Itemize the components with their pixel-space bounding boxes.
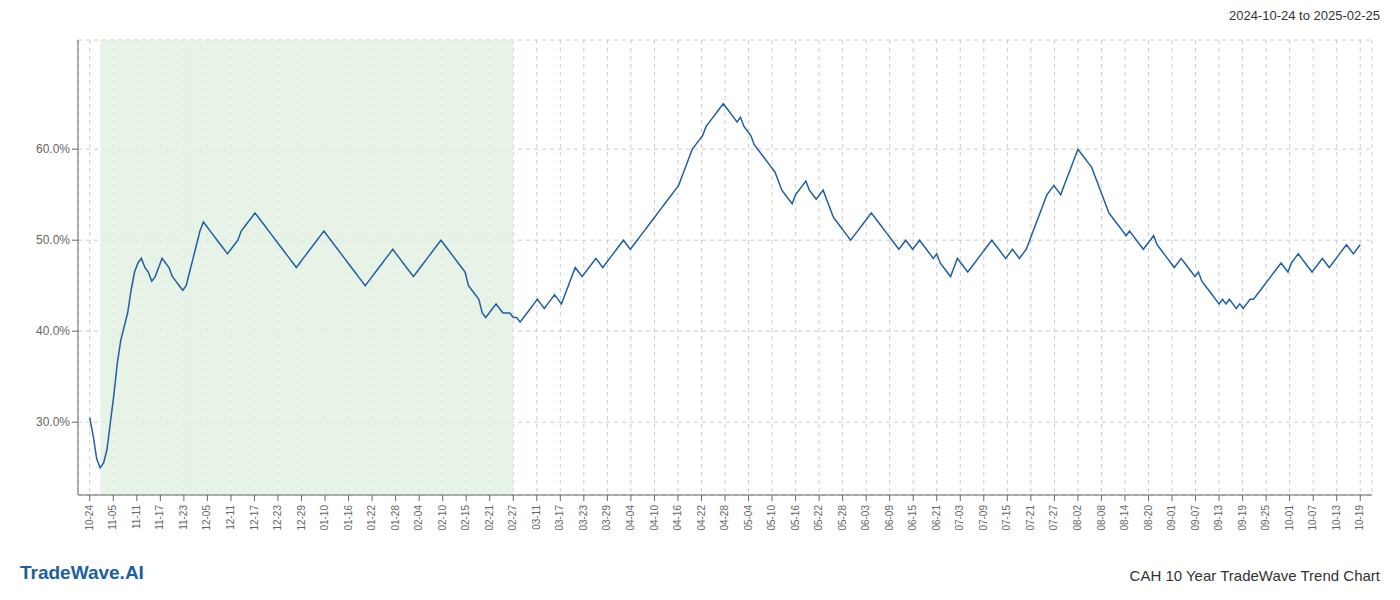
svg-text:12-05: 12-05	[202, 505, 213, 531]
svg-text:04-04: 04-04	[625, 505, 636, 531]
svg-text:11-05: 11-05	[107, 505, 118, 530]
svg-text:05-10: 05-10	[766, 505, 777, 531]
svg-text:01-10: 01-10	[319, 505, 330, 531]
svg-text:08-20: 08-20	[1143, 505, 1154, 531]
svg-text:09-07: 09-07	[1190, 505, 1201, 531]
svg-text:06-15: 06-15	[907, 505, 918, 531]
svg-text:02-21: 02-21	[484, 505, 495, 531]
svg-text:01-22: 01-22	[366, 505, 377, 531]
svg-text:06-03: 06-03	[860, 505, 871, 531]
svg-text:11-17: 11-17	[154, 505, 165, 530]
svg-text:08-14: 08-14	[1119, 505, 1130, 531]
svg-text:50.0%: 50.0%	[36, 233, 70, 247]
svg-text:04-16: 04-16	[672, 505, 683, 531]
svg-text:12-29: 12-29	[296, 505, 307, 531]
html-text:CAH 10 Year TradeWave Trend Ch: CAH 10 Year TradeWave Trend Chart	[1129, 567, 1380, 584]
svg-text:03-11: 03-11	[531, 505, 542, 530]
svg-text:09-01: 09-01	[1166, 505, 1177, 531]
svg-text:02-27: 02-27	[507, 505, 518, 531]
svg-text:05-28: 05-28	[837, 505, 848, 531]
svg-text:03-29: 03-29	[601, 505, 612, 531]
svg-text:07-27: 07-27	[1048, 505, 1059, 531]
svg-text:02-15: 02-15	[460, 505, 471, 531]
svg-text:12-23: 12-23	[272, 505, 283, 531]
svg-text:04-28: 04-28	[719, 505, 730, 531]
svg-text:06-09: 06-09	[884, 505, 895, 531]
svg-text:07-03: 07-03	[954, 505, 965, 531]
svg-text:07-15: 07-15	[1001, 505, 1012, 531]
svg-text:11-11: 11-11	[131, 505, 142, 530]
svg-text:10-13: 10-13	[1331, 505, 1342, 531]
svg-text:12-17: 12-17	[249, 505, 260, 531]
svg-text:09-19: 09-19	[1237, 505, 1248, 531]
svg-text:08-02: 08-02	[1072, 505, 1083, 531]
svg-text:09-25: 09-25	[1260, 505, 1271, 531]
svg-text:60.0%: 60.0%	[36, 142, 70, 156]
svg-text:07-21: 07-21	[1025, 505, 1036, 531]
svg-text:02-04: 02-04	[413, 505, 424, 531]
svg-text:30.0%: 30.0%	[36, 415, 70, 429]
svg-text:05-22: 05-22	[813, 505, 824, 531]
svg-text:01-16: 01-16	[343, 505, 354, 531]
svg-text:06-21: 06-21	[931, 505, 942, 531]
svg-text:08-08: 08-08	[1096, 505, 1107, 531]
svg-text:07-09: 07-09	[978, 505, 989, 531]
svg-text:09-13: 09-13	[1213, 505, 1224, 531]
svg-text:10-19: 10-19	[1354, 505, 1365, 531]
svg-text:12-11: 12-11	[225, 505, 236, 530]
svg-text:05-16: 05-16	[790, 505, 801, 531]
svg-text:03-17: 03-17	[554, 505, 565, 531]
svg-text:10-01: 10-01	[1284, 505, 1295, 531]
svg-text:11-23: 11-23	[178, 505, 189, 530]
svg-text:02-10: 02-10	[437, 505, 448, 531]
svg-text:10-24: 10-24	[84, 505, 95, 531]
svg-text:04-22: 04-22	[696, 505, 707, 531]
svg-text:04-10: 04-10	[649, 505, 660, 531]
svg-text:40.0%: 40.0%	[36, 324, 70, 338]
svg-text:05-04: 05-04	[743, 505, 754, 531]
html-text:TradeWave.AI: TradeWave.AI	[20, 562, 144, 583]
html-text:2024-10-24 to 2025-02-25: 2024-10-24 to 2025-02-25	[1228, 8, 1380, 23]
svg-text:03-23: 03-23	[578, 505, 589, 531]
svg-text:01-28: 01-28	[390, 505, 401, 531]
svg-text:10-07: 10-07	[1307, 505, 1318, 531]
